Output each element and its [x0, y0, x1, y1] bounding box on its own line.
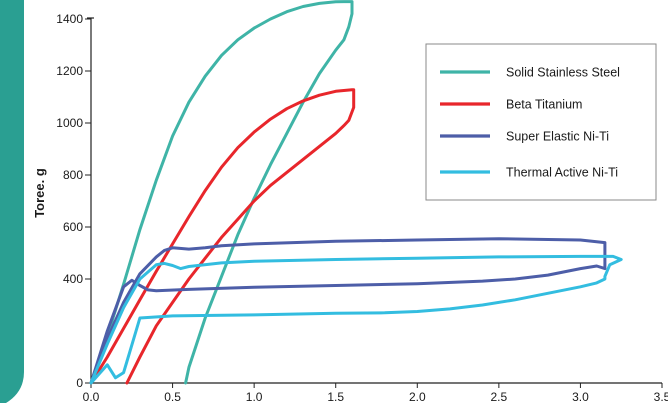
series-line-solid-stainless-steel	[89, 0, 354, 385]
series-line-beta-titanium	[89, 88, 356, 385]
x-tick-label: 3.0	[572, 390, 589, 403]
x-tick-label: 2.5	[491, 390, 508, 403]
legend-label-beta-titanium: Beta Titanium	[506, 98, 582, 112]
x-tick-label: 1.0	[246, 390, 263, 403]
y-tick-label: 1200	[56, 64, 83, 78]
series-layer	[89, 0, 623, 385]
y-tick-label: 1000	[56, 116, 83, 130]
series-line-thermal-active-ni-ti	[89, 254, 623, 385]
series-line-super-elastic-ni-ti	[89, 237, 607, 385]
legend-label-thermal-active-niti: Thermal Active Ni-Ti	[506, 166, 618, 180]
left-frame-accent	[0, 0, 24, 403]
legend: Solid Stainless Steel Beta Titanium Supe…	[425, 43, 657, 201]
x-tick-label: 0.5	[164, 390, 181, 403]
y-tick-label: 800	[63, 168, 83, 182]
legend-label-super-elastic-niti: Super Elastic Ni-Ti	[506, 130, 609, 144]
y-tick-label: 1400	[56, 12, 83, 26]
x-tick-label: 2.0	[409, 390, 426, 403]
y-tick-label: 600	[63, 220, 83, 234]
y-tick-label: 0	[76, 376, 83, 390]
legend-box	[425, 43, 657, 201]
x-axis-ticks: 0.0 0.5 1.0 1.5 2.0 2.5 3.0 3.5	[83, 383, 668, 403]
x-tick-label: 0.0	[83, 390, 100, 403]
y-tick-label: 400	[63, 272, 83, 286]
x-tick-label: 3.5	[654, 390, 668, 403]
legend-label-solid-stainless-steel: Solid Stainless Steel	[506, 66, 620, 80]
x-tick-label: 1.5	[327, 390, 344, 403]
y-axis-title: Toree. g	[32, 168, 47, 218]
y-axis-ticks: 0 400 600 800 1000 1200 1400	[56, 12, 91, 390]
